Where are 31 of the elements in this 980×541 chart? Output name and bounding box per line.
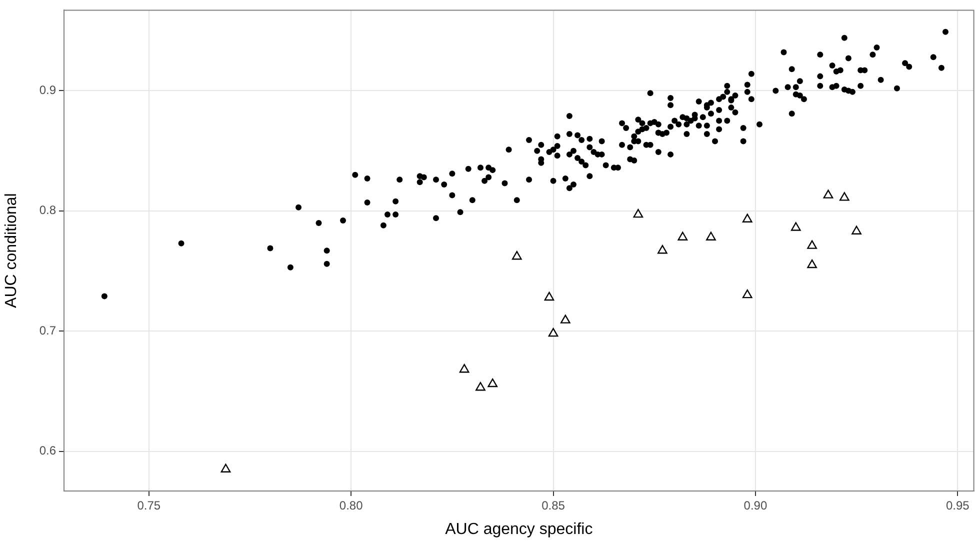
x-tick-label: 0.85 [542,498,566,513]
y-tick-label: 0.8 [39,203,56,218]
point [512,251,522,260]
x-tick-label: 0.95 [946,498,970,513]
x-tick-label: 0.75 [137,498,161,513]
point [790,222,801,231]
y-tick-label: 0.7 [39,323,56,338]
point [852,226,862,234]
point [823,190,834,198]
y-axis-title: AUC conditional [3,193,20,308]
point [488,378,498,388]
point [476,382,486,391]
point [560,314,570,324]
point [459,364,470,373]
point [807,259,817,268]
x-tick-label: 0.90 [744,498,768,513]
point [548,328,558,337]
point [678,232,688,240]
point [706,232,716,240]
y-tick-label: 0.6 [39,444,56,458]
point [839,192,850,201]
point [220,464,231,472]
point [742,214,752,222]
y-tick-label: 0.9 [39,83,56,98]
point [633,208,644,218]
point [807,240,817,249]
point [544,292,554,301]
point [742,289,752,298]
point [658,245,668,254]
x-tick-label: 0.80 [339,498,364,513]
x-axis-title: AUC agency specific [445,520,593,538]
